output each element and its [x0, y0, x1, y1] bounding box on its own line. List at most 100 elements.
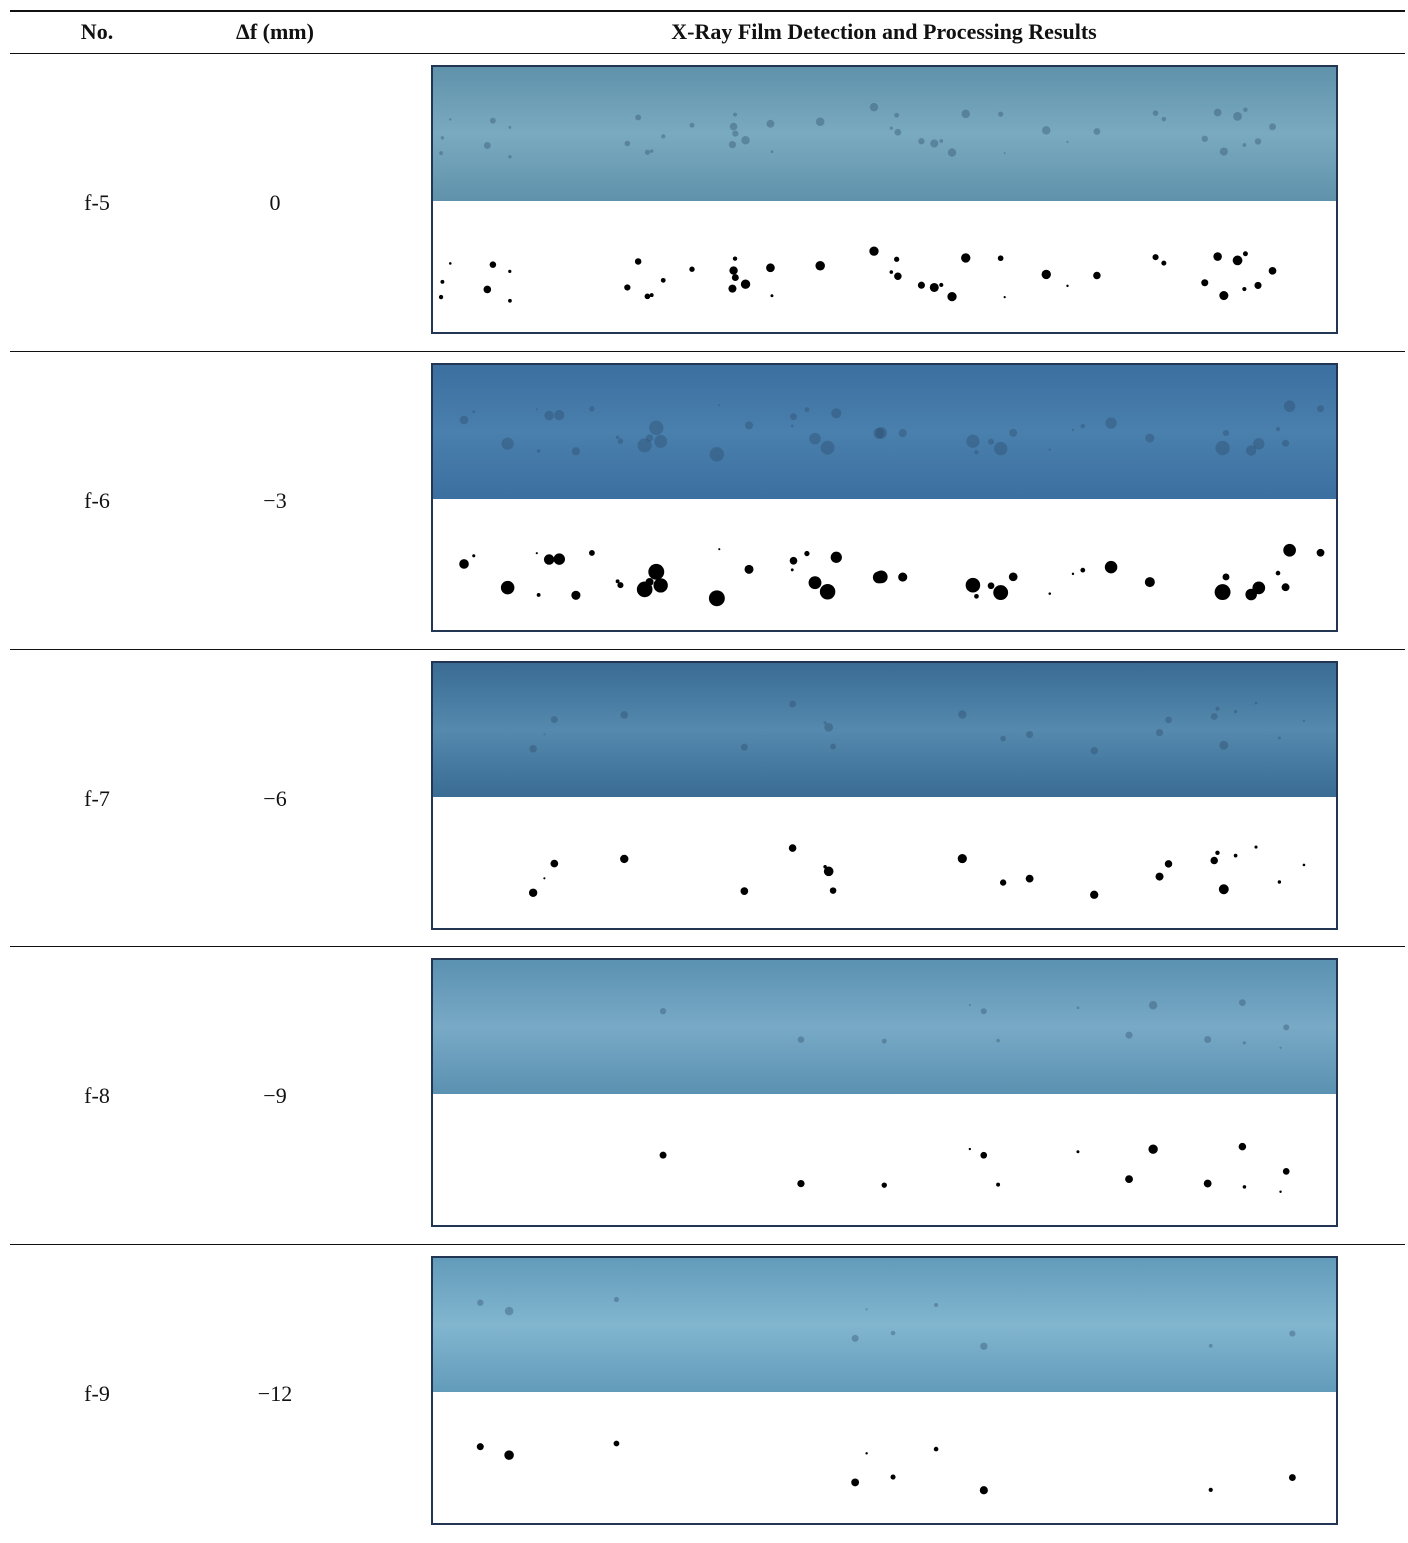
detected-defect [504, 1451, 514, 1461]
film-defect [1077, 1007, 1080, 1010]
film-defect [866, 1308, 868, 1310]
film-image [433, 960, 1336, 1225]
film-defect [958, 710, 966, 718]
film-defect [537, 449, 540, 452]
detected-defect [1042, 270, 1051, 279]
detected-defect [1161, 261, 1166, 266]
header-df: Δf (mm) [236, 19, 314, 45]
film-defect [1243, 108, 1247, 112]
film-defect [1090, 747, 1097, 754]
film-defect [1156, 729, 1163, 736]
film-defect [635, 115, 641, 121]
film-defect [890, 126, 893, 129]
film-defect [543, 733, 545, 735]
film-defect [690, 123, 695, 128]
film-defect [981, 1009, 987, 1015]
detected-defect [653, 578, 667, 592]
film-defect [939, 139, 943, 143]
film-defect [1126, 1032, 1133, 1039]
detected-defect [1072, 572, 1074, 574]
detected-defect [1252, 581, 1265, 594]
film-defect [805, 407, 810, 412]
detected-defect [790, 557, 798, 565]
film-defect [589, 406, 594, 411]
detected-defect [998, 255, 1004, 261]
detected-defect [831, 551, 842, 562]
detected-defect [745, 565, 754, 574]
film-defect [1094, 128, 1101, 135]
detected-defect [996, 1183, 1000, 1187]
film-defect [733, 113, 737, 117]
film-defect [460, 415, 469, 424]
film-defect [1283, 1025, 1289, 1031]
detected-defect [589, 550, 595, 556]
film-defect [934, 1303, 938, 1307]
film-defect [654, 435, 667, 448]
film-defect [650, 149, 653, 152]
film-defect [830, 743, 836, 749]
detected-defect [894, 272, 902, 280]
film-defect [998, 112, 1003, 117]
detected-defect [732, 274, 739, 281]
detected-defect [939, 283, 943, 287]
film-defect [649, 420, 663, 434]
film-defect [616, 435, 620, 439]
film-defect [1239, 1000, 1246, 1007]
table-row: f-9−12 [0, 1245, 1408, 1543]
detected-defect [1279, 1191, 1281, 1193]
detected-defect [617, 582, 623, 588]
film-defect [490, 118, 496, 124]
film-defect [505, 1307, 514, 1316]
table-row: f-6−3 [0, 352, 1408, 650]
detected-defect [988, 582, 995, 589]
film-defect [661, 134, 665, 138]
film-defect [798, 1037, 805, 1044]
detected-defect [537, 593, 541, 597]
cell-df: −3 [263, 488, 286, 514]
film-defect [870, 103, 878, 111]
detected-defect [1282, 583, 1290, 591]
film-defect [477, 1300, 483, 1306]
detected-defect [1090, 890, 1098, 898]
film-defect [1276, 427, 1280, 431]
film-defect [767, 120, 775, 128]
film-defect [962, 110, 970, 118]
table-row: f-50 [0, 54, 1408, 352]
xray-film [433, 960, 1336, 1094]
detected-defect [1317, 549, 1325, 557]
film-defect [441, 136, 444, 139]
film-defect [741, 136, 749, 144]
film-defect [1220, 147, 1228, 155]
cell-df: −9 [263, 1083, 286, 1109]
film-figure [431, 1256, 1338, 1525]
detected-defect [1254, 282, 1261, 289]
film-defect [1081, 424, 1085, 428]
film-image [433, 1258, 1336, 1523]
detected-defect [804, 551, 809, 556]
detected-defect [741, 280, 750, 289]
detected-defect [869, 246, 878, 255]
film-image [433, 663, 1336, 928]
film-defect [529, 745, 537, 753]
film-defect [572, 447, 580, 455]
film-defect [1243, 1042, 1246, 1045]
detected-defect [661, 278, 666, 283]
detected-defect [1201, 279, 1208, 286]
detected-defect [993, 585, 1008, 600]
cell-df: −12 [258, 1381, 292, 1407]
film-defect [1049, 448, 1051, 450]
xray-film [433, 1258, 1336, 1392]
detected-defect [882, 1183, 887, 1188]
film-defect [1162, 117, 1166, 121]
detected-defect [823, 865, 827, 869]
film-defect [1234, 710, 1237, 713]
detected-defect [770, 294, 773, 297]
film-defect [551, 716, 558, 723]
detected-defect [650, 293, 654, 297]
detected-defect [1105, 561, 1118, 574]
film-defect [1000, 735, 1006, 741]
detected-defect [508, 299, 512, 303]
detected-defect [809, 576, 822, 589]
film-defect [614, 1297, 619, 1302]
detected-defect [791, 568, 794, 571]
